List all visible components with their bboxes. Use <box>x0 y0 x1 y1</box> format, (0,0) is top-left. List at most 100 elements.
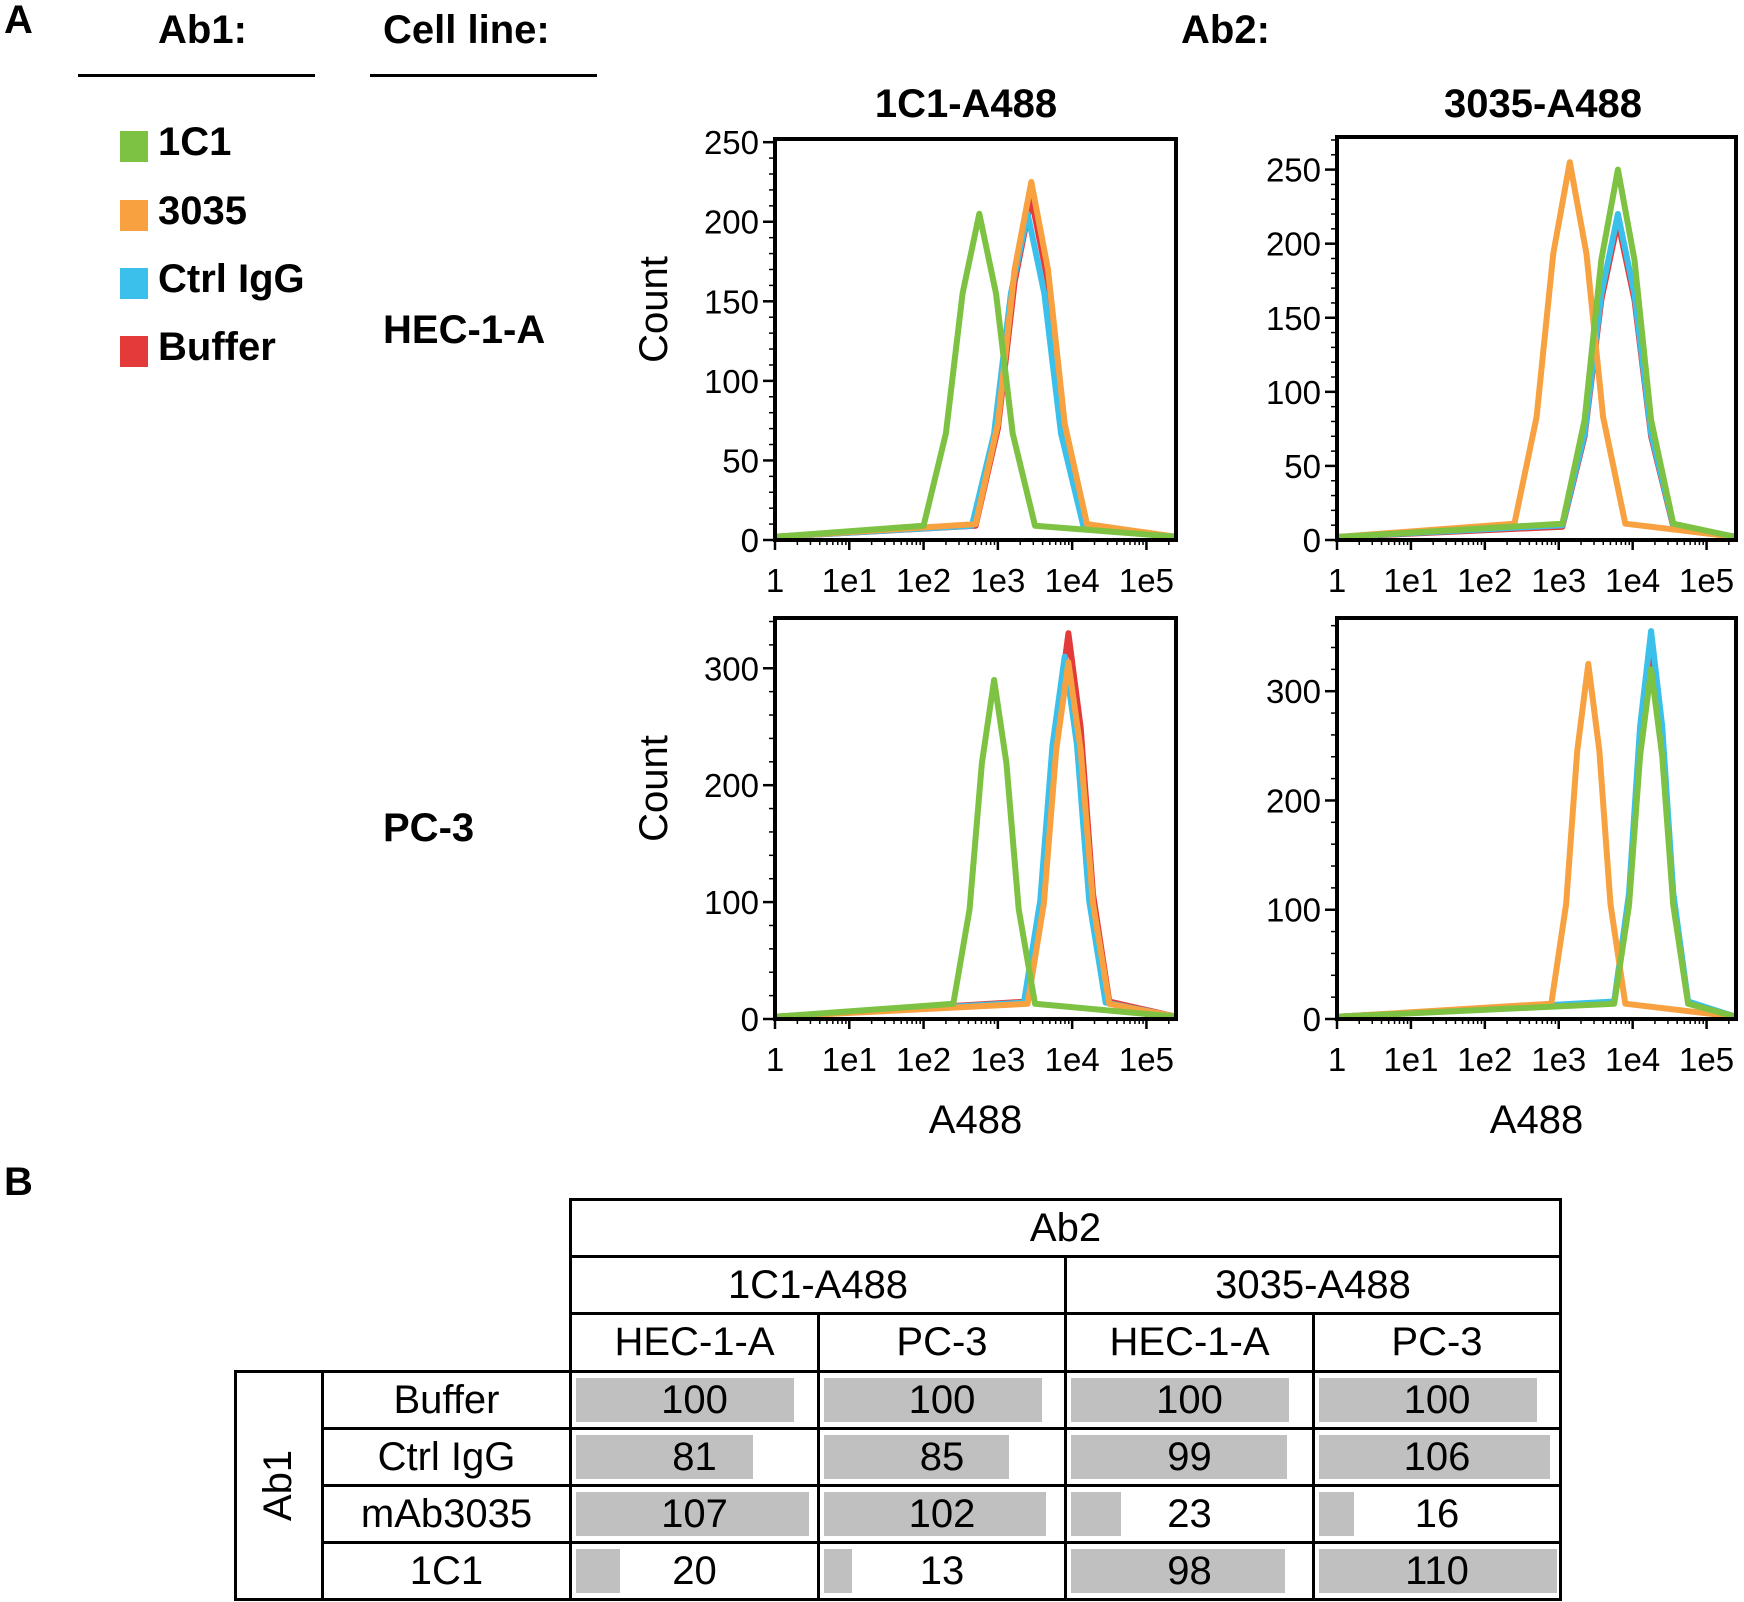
table-cell-text: 110 <box>1405 1548 1469 1593</box>
series-line-buffer <box>1336 218 1737 540</box>
value-bar <box>1319 1378 1537 1422</box>
table-cell: 107 <box>569 1484 820 1544</box>
value-bar <box>1071 1435 1287 1479</box>
x-tick-label: 1e3 <box>970 562 1025 599</box>
x-tick-label: 1e1 <box>822 1041 877 1078</box>
table-cell: 100 <box>1064 1370 1315 1430</box>
x-tick-label: 1e5 <box>1119 1041 1174 1078</box>
sub-column-header-text: PC-3 <box>1391 1320 1483 1364</box>
series-line-3035 <box>1336 159 1737 540</box>
y-tick-label: 200 <box>1266 226 1321 263</box>
series-line-ctrl-igg <box>774 210 1177 540</box>
table-cell-text: 107 <box>661 1491 728 1536</box>
table-cell-text: 81 <box>672 1434 717 1479</box>
col-group-1c1-a488-text: 1C1-A488 <box>727 1262 909 1307</box>
cell-line-header: Cell line: <box>383 8 550 52</box>
table-cell-text: 106 <box>1403 1434 1471 1479</box>
series-line-buffer <box>774 194 1177 540</box>
plot-frame <box>773 137 1178 542</box>
table-cell-text: 102 <box>908 1491 976 1536</box>
sub-column-header: HEC-1-A <box>569 1312 820 1373</box>
sub-column-header-text: PC-3 <box>896 1320 988 1364</box>
x-tick-label: 1e4 <box>1045 1041 1100 1078</box>
value-bar <box>576 1492 810 1536</box>
x-tick-label: 1 <box>766 562 784 599</box>
table-cell: 106 <box>1312 1427 1562 1487</box>
x-tick-label: 1e2 <box>896 1041 951 1078</box>
y-tick-label: 100 <box>704 884 759 921</box>
table-cell: 20 <box>569 1541 820 1601</box>
series-line-3035 <box>774 659 1177 1020</box>
legend-swatch-ctrl-igg <box>120 268 148 299</box>
table-cell: 99 <box>1064 1427 1315 1487</box>
series-line-3035 <box>774 179 1177 540</box>
row-label: 1C1 <box>321 1541 572 1601</box>
table-cell-text: 98 <box>1167 1548 1212 1593</box>
y-tick-label: 0 <box>1303 1001 1321 1038</box>
sub-column-header-text: HEC-1-A <box>1109 1320 1270 1364</box>
x-tick-label: 1e4 <box>1605 1041 1660 1078</box>
legend-swatch-1c1 <box>120 131 148 162</box>
legend-label-buffer: Buffer <box>158 325 276 369</box>
series-line-ctrl-igg <box>1336 211 1737 540</box>
x-tick-label: 1e3 <box>1531 562 1586 599</box>
table-cell-text: 100 <box>908 1377 976 1422</box>
ab2-header: Ab2: <box>1181 8 1270 52</box>
series-line-ctrl-igg <box>1336 628 1737 1020</box>
table-cell-text: 85 <box>919 1434 965 1479</box>
plot-frame <box>1335 616 1738 1021</box>
sub-column-header: PC-3 <box>817 1312 1067 1373</box>
legend-label-1c1: 1C1 <box>158 120 232 164</box>
series-line-1c1 <box>774 677 1177 1020</box>
row-label-text: Ctrl IgG <box>377 1434 516 1479</box>
y-tick-label: 250 <box>1266 152 1321 189</box>
ab1-header: Ab1: <box>158 8 247 52</box>
x-tick-label: 1e4 <box>1045 562 1100 599</box>
value-bar <box>1071 1378 1289 1422</box>
table-cell: 98 <box>1064 1541 1315 1601</box>
value-bar <box>576 1549 620 1593</box>
x-tick-label: 1 <box>1328 1041 1346 1078</box>
x-tick-label: 1e1 <box>822 562 877 599</box>
table-cell-text: 100 <box>1403 1377 1471 1422</box>
col-group-1c1-a488: 1C1-A488 <box>569 1255 1067 1315</box>
x-tick-label: 1e3 <box>970 1041 1025 1078</box>
cell-line-underline <box>370 74 597 77</box>
series-line-1c1 <box>1336 166 1737 540</box>
series-line-1c1 <box>1336 666 1737 1020</box>
value-bar <box>576 1378 794 1422</box>
x-tick-label: 1e5 <box>1119 562 1174 599</box>
table-cell: 100 <box>817 1370 1067 1430</box>
x-tick-label: 1 <box>1328 562 1346 599</box>
x-tick-label: 1 <box>766 1041 784 1078</box>
row-label: mAb3035 <box>321 1484 572 1544</box>
plot-frame <box>1335 135 1738 542</box>
sub-column-header: PC-3 <box>1312 1312 1562 1373</box>
y-axis-label: Count <box>632 256 676 363</box>
histogram-2: 1 1e1 1e2 1e3 1e4 1e5 0 100 200 300 Count A488 <box>632 616 1178 1142</box>
table-cell-text: 100 <box>661 1377 728 1422</box>
table-cell: 13 <box>817 1541 1067 1601</box>
y-tick-label: 200 <box>704 204 759 241</box>
histogram-0: 1 1e1 1e2 1e3 1e4 1e5 0 50 100 150 200 250 Count <box>632 124 1178 599</box>
y-tick-label: 50 <box>722 442 759 479</box>
x-axis-label: A488 <box>929 1098 1022 1142</box>
y-tick-label: 250 <box>704 124 759 161</box>
value-bar <box>576 1435 753 1479</box>
ab1-row-header-text: Ab1 <box>256 1449 301 1522</box>
y-tick-label: 100 <box>704 363 759 400</box>
panel-b-label: B <box>4 1160 33 1204</box>
y-tick-label: 150 <box>704 283 759 320</box>
ab1-underline <box>78 74 315 77</box>
table-cell-text: 23 <box>1167 1491 1212 1536</box>
legend-swatch-3035 <box>120 200 148 231</box>
x-tick-label: 1e1 <box>1383 1041 1438 1078</box>
y-tick-label: 50 <box>1284 448 1321 485</box>
row-label-pc-3: PC-3 <box>383 806 475 850</box>
x-tick-label: 1e5 <box>1679 562 1734 599</box>
y-tick-label: 0 <box>741 522 759 559</box>
y-tick-label: 200 <box>1266 782 1321 819</box>
legend-swatch-buffer <box>120 336 148 367</box>
x-tick-label: 1e5 <box>1679 1041 1734 1078</box>
value-bar <box>1319 1492 1354 1536</box>
